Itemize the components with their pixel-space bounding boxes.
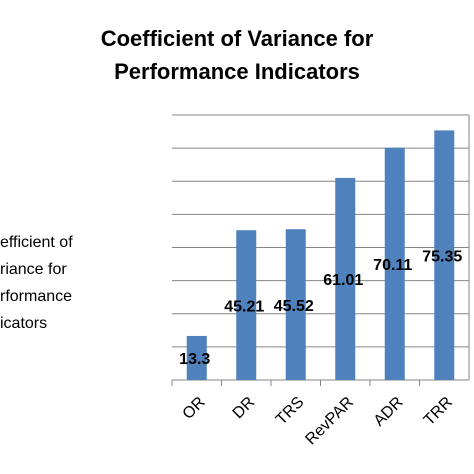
data-label: 75.35 — [422, 248, 462, 265]
data-label: 13.3 — [179, 351, 210, 368]
data-label: 45.21 — [224, 298, 264, 315]
y-axis-label: efficient of — [0, 234, 73, 251]
x-tick-label: TRS — [273, 394, 308, 429]
bar — [285, 229, 306, 380]
x-tick-label: TRR — [421, 394, 456, 429]
x-tick-label: ADR — [371, 394, 407, 430]
data-label: 61.01 — [323, 272, 363, 289]
data-label: 45.52 — [274, 298, 314, 315]
bar — [186, 335, 207, 380]
data-label: 70.11 — [373, 257, 412, 274]
bar — [236, 230, 257, 380]
bar — [384, 147, 405, 380]
x-tick-label: DR — [230, 394, 258, 422]
bar — [434, 130, 455, 380]
x-tick-label: RevPAR — [302, 394, 357, 449]
bar — [335, 177, 356, 380]
y-axis-label: riance for — [0, 261, 67, 278]
y-axis-label: icators — [0, 315, 47, 332]
x-tick-label: OR — [180, 394, 209, 423]
chart-title-line: Coefficient of Variance for Performance I… — [101, 26, 374, 84]
y-axis-label: rformance — [0, 288, 72, 305]
